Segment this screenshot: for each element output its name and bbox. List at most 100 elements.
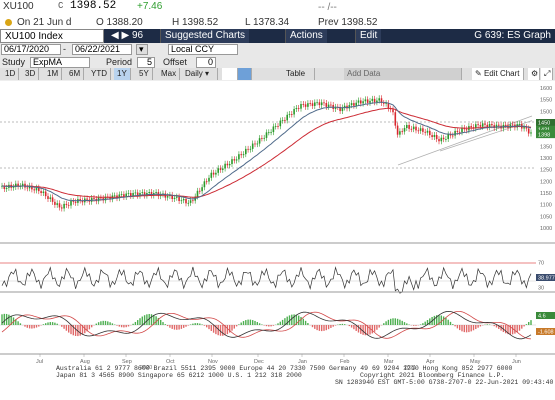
macd-line: [1, 310, 532, 340]
suggested-charts-menu[interactable]: Suggested Charts: [160, 29, 250, 43]
candle-body: [242, 154, 245, 156]
candle-body: [17, 183, 19, 187]
candle-body: [189, 200, 192, 203]
candle-body: [56, 203, 58, 205]
range-1m[interactable]: 1M: [44, 68, 63, 80]
macd-hist-bar: [219, 325, 222, 336]
macd-hist-bar: [447, 319, 449, 325]
candle-body: [387, 103, 390, 109]
candle-body: [403, 128, 406, 132]
candle-body: [238, 154, 240, 160]
range-3d[interactable]: 3D: [22, 68, 40, 80]
candle-body: [217, 168, 219, 173]
currency-select[interactable]: Local CCY: [168, 44, 238, 55]
range-1d[interactable]: 1D: [2, 68, 20, 80]
prev-value: Prev 1398.52: [318, 17, 378, 28]
candle-body: [511, 124, 514, 126]
candle-body: [247, 148, 249, 150]
bid-ask-dashes: -- /--: [318, 2, 337, 13]
expand-icon[interactable]: ⤢: [541, 68, 553, 80]
footer: Australia 61 2 9777 8600 Brazil 5511 239…: [0, 362, 555, 400]
candle-body: [15, 183, 17, 187]
candle-body: [40, 191, 42, 194]
end-date-field[interactable]: 06/22/2021: [72, 44, 132, 55]
macd-hist-bar: [45, 323, 47, 325]
range-ytd[interactable]: YTD: [88, 68, 111, 80]
low-value: L 1378.34: [245, 17, 290, 28]
actions-menu[interactable]: Actions: [285, 29, 327, 43]
rsi-line: [1, 266, 532, 294]
draw-tool-icon[interactable]: [222, 68, 238, 80]
range-5y[interactable]: 5Y: [136, 68, 153, 80]
candle-body: [254, 143, 256, 145]
candle-body: [74, 201, 77, 203]
candle-body: [132, 193, 134, 197]
price-tag-label: 1450: [538, 121, 550, 127]
candle-body: [150, 191, 153, 196]
price-tick-label: 1200: [540, 179, 552, 185]
ohlc-line: On 21 Jun d O 1388.20 H 1398.52 L 1378.3…: [0, 16, 555, 29]
interval-select[interactable]: Daily ▾: [182, 68, 218, 80]
macd-hist-bar: [475, 325, 477, 330]
macd-hist-bar: [419, 324, 422, 325]
candle-body: [288, 114, 291, 115]
price-chart[interactable]: 1600155015001450140013501300125012001150…: [0, 80, 555, 370]
candle-body: [141, 192, 144, 194]
security-input[interactable]: XU100 Index: [0, 29, 104, 43]
candle-body: [222, 168, 224, 170]
macd-hist-bar: [281, 319, 284, 325]
edit-chart-button[interactable]: ✎ Edit Chart: [472, 68, 524, 80]
macd-hist-bar: [505, 325, 507, 334]
macd-hist-bar: [442, 316, 445, 325]
add-data-field[interactable]: Add Data: [344, 68, 462, 80]
candle-body: [79, 199, 81, 201]
candle-body: [353, 103, 355, 106]
candle-body: [396, 125, 399, 135]
candle-body: [495, 124, 498, 128]
macd-hist-bar: [224, 325, 226, 336]
candle-body: [240, 154, 242, 156]
range-max[interactable]: Max: [158, 68, 181, 80]
candle-body: [31, 185, 33, 190]
table-button[interactable]: Table: [283, 68, 315, 80]
macd-hist-bar: [63, 325, 65, 329]
offset-field[interactable]: 0: [196, 57, 216, 68]
macd-hist-bar: [171, 325, 173, 329]
candle-body: [148, 191, 150, 194]
candle-body: [419, 128, 422, 131]
macd-hist-bar: [334, 325, 337, 326]
high-value: H 1398.52: [172, 17, 219, 28]
trend-line[interactable]: [397, 115, 533, 166]
macd-hist-bar: [49, 322, 51, 325]
settings-icon[interactable]: ⚙: [528, 68, 540, 80]
calendar-icon[interactable]: ▾: [136, 44, 148, 55]
period-field[interactable]: 5: [137, 57, 155, 68]
candle-body: [366, 99, 369, 103]
x-tick-label: Feb: [340, 359, 349, 365]
candle-body: [251, 143, 254, 149]
range-1y[interactable]: 1Y: [114, 68, 131, 80]
candle-body: [433, 135, 436, 137]
rsi-tag-label: 38.977: [538, 276, 555, 282]
study-select[interactable]: ExpMA: [30, 57, 90, 68]
candle-body: [445, 139, 447, 140]
candle-body: [212, 172, 215, 175]
macd-hist-bar: [132, 323, 134, 325]
start-date-field[interactable]: 06/17/2020: [1, 44, 61, 55]
color-tool-icon[interactable]: [238, 68, 252, 80]
x-tick-label: Oct: [166, 359, 175, 365]
macd-hist-bar: [125, 325, 127, 328]
macd-hist-bar: [189, 324, 192, 325]
range-6m[interactable]: 6M: [66, 68, 85, 80]
price-tag-label: 1398: [538, 133, 550, 139]
candle-body: [477, 124, 479, 126]
macd-hist-bar: [295, 314, 298, 325]
edit-menu[interactable]: Edit: [355, 29, 382, 43]
nav-arrows[interactable]: ◀ ▶ 96: [111, 30, 144, 41]
candle-body: [380, 98, 383, 104]
trend-line[interactable]: [439, 120, 533, 152]
macd-hist-bar: [518, 325, 521, 331]
x-tick-label: Apr: [426, 359, 435, 365]
macd-hist-bar: [235, 325, 238, 327]
candle-body: [484, 123, 486, 125]
